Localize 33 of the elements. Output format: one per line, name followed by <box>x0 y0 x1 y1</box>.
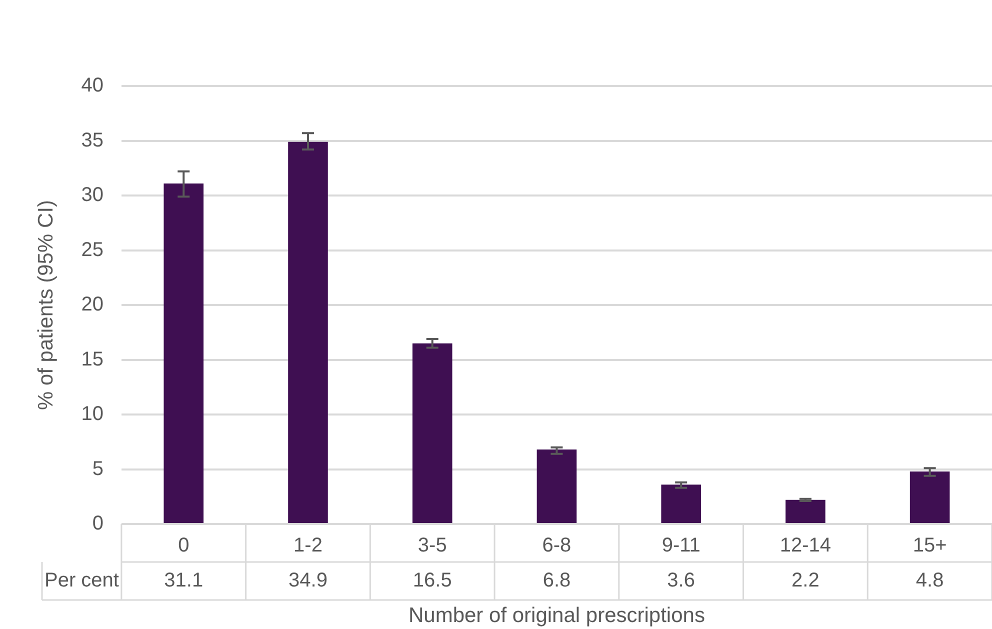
y-tick-label: 20 <box>81 294 104 316</box>
bar <box>288 142 328 523</box>
data-label: 2.2 <box>792 570 820 592</box>
x-tick-label: 9-11 <box>662 534 700 557</box>
data-label: 34.9 <box>288 570 328 592</box>
x-tick-label: 6-8 <box>542 534 572 557</box>
x-tick-label: 15+ <box>912 534 947 557</box>
bar <box>661 484 701 523</box>
y-tick-label: 40 <box>81 74 104 97</box>
y-tick-label: 5 <box>92 458 104 480</box>
y-tick-label: 25 <box>81 238 104 261</box>
data-label: 16.5 <box>412 570 452 592</box>
y-tick-label: 10 <box>81 403 104 426</box>
x-axis-title: Number of original prescriptions <box>408 604 705 628</box>
bar <box>412 343 452 523</box>
bar <box>536 450 577 523</box>
x-tick-label: 1-2 <box>294 534 322 557</box>
y-tick-label: 15 <box>81 348 104 370</box>
y-tick-label: 35 <box>81 129 104 152</box>
y-tick-label: 0 <box>92 512 104 535</box>
bar <box>164 183 204 523</box>
x-tick-label: 3-5 <box>418 534 447 557</box>
data-label: 6.8 <box>542 570 571 592</box>
y-tick-label: 30 <box>81 184 104 206</box>
data-label: 3.6 <box>667 570 695 592</box>
x-tick-label: 0 <box>178 534 190 557</box>
y-axis-title: % of patients (95% CI) <box>34 200 58 410</box>
text: Per cent <box>44 570 120 592</box>
bar <box>786 500 826 523</box>
data-label: 31.1 <box>164 570 204 592</box>
x-tick-label: 12-14 <box>780 534 832 557</box>
bar <box>910 471 950 523</box>
data-label: 4.8 <box>916 570 944 592</box>
